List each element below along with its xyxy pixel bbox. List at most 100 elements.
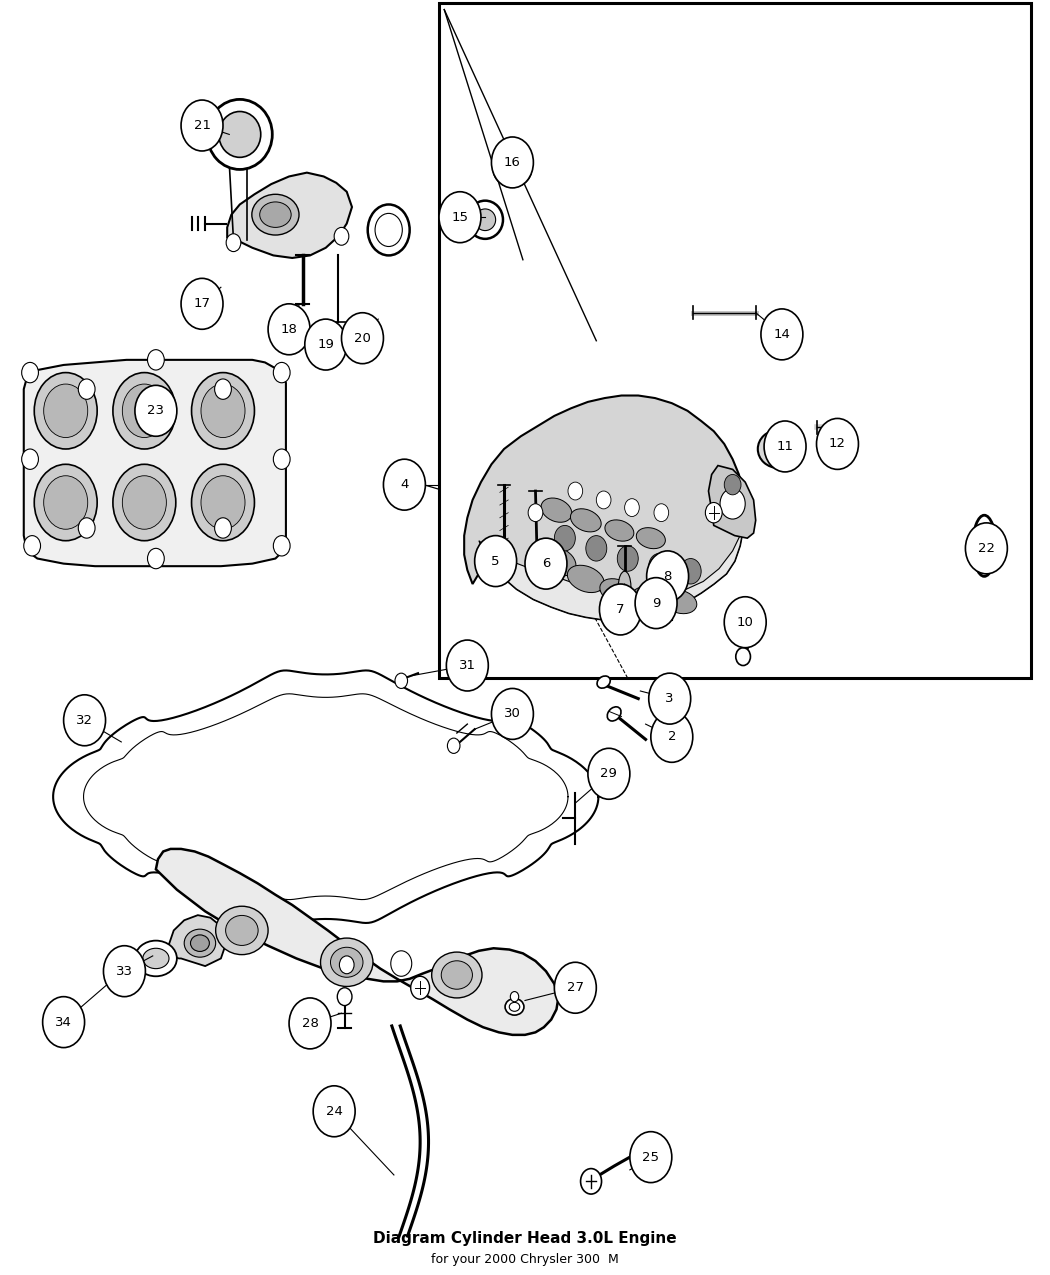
Circle shape — [965, 523, 1007, 574]
Ellipse shape — [259, 201, 291, 227]
Circle shape — [391, 951, 412, 977]
Circle shape — [337, 988, 352, 1006]
Ellipse shape — [113, 372, 175, 449]
Ellipse shape — [541, 499, 572, 523]
Ellipse shape — [123, 384, 166, 437]
Text: 34: 34 — [56, 1016, 72, 1029]
Polygon shape — [168, 915, 226, 966]
Ellipse shape — [618, 571, 631, 602]
Circle shape — [491, 136, 533, 187]
Ellipse shape — [509, 1002, 520, 1011]
Ellipse shape — [375, 213, 402, 246]
Text: 15: 15 — [452, 210, 468, 223]
Ellipse shape — [252, 194, 299, 235]
Circle shape — [104, 946, 145, 997]
Ellipse shape — [972, 515, 995, 576]
Circle shape — [596, 491, 611, 509]
Bar — [439, 4, 1031, 678]
Ellipse shape — [441, 961, 472, 989]
Ellipse shape — [607, 706, 621, 720]
Ellipse shape — [570, 509, 602, 532]
Circle shape — [411, 977, 429, 1000]
Text: 8: 8 — [664, 570, 672, 583]
Ellipse shape — [765, 437, 793, 460]
Ellipse shape — [215, 907, 268, 955]
Ellipse shape — [44, 384, 88, 437]
Ellipse shape — [134, 941, 176, 977]
Ellipse shape — [537, 546, 576, 576]
Text: 4: 4 — [400, 478, 408, 491]
Text: 9: 9 — [652, 597, 660, 609]
Ellipse shape — [226, 915, 258, 946]
Polygon shape — [227, 172, 352, 258]
Ellipse shape — [501, 158, 524, 178]
Text: Diagram Cylinder Head 3.0L Engine: Diagram Cylinder Head 3.0L Engine — [373, 1232, 677, 1246]
Text: 11: 11 — [777, 440, 794, 453]
Ellipse shape — [605, 520, 634, 541]
Circle shape — [588, 748, 630, 799]
Circle shape — [22, 449, 39, 469]
Polygon shape — [24, 360, 286, 566]
Ellipse shape — [191, 464, 254, 541]
Text: 27: 27 — [567, 982, 584, 994]
Text: 3: 3 — [666, 692, 674, 705]
Circle shape — [24, 536, 41, 556]
Text: 7: 7 — [616, 603, 625, 616]
Polygon shape — [709, 465, 756, 538]
Ellipse shape — [636, 528, 666, 548]
Ellipse shape — [113, 464, 175, 541]
Text: 32: 32 — [76, 714, 93, 727]
Circle shape — [79, 518, 96, 538]
Circle shape — [289, 998, 331, 1049]
Circle shape — [134, 385, 176, 436]
Circle shape — [214, 379, 231, 399]
Ellipse shape — [666, 552, 678, 601]
Text: 17: 17 — [193, 297, 211, 310]
Ellipse shape — [35, 464, 98, 541]
Circle shape — [43, 997, 85, 1048]
Ellipse shape — [368, 204, 410, 255]
Ellipse shape — [432, 952, 482, 998]
Circle shape — [446, 640, 488, 691]
Ellipse shape — [978, 527, 990, 565]
Ellipse shape — [505, 998, 524, 1015]
Text: 23: 23 — [147, 404, 165, 417]
Circle shape — [304, 319, 347, 370]
Ellipse shape — [494, 150, 531, 186]
Circle shape — [568, 482, 583, 500]
Circle shape — [647, 551, 689, 602]
Circle shape — [630, 1132, 672, 1183]
Text: 19: 19 — [317, 338, 334, 351]
Circle shape — [817, 418, 859, 469]
Circle shape — [447, 738, 460, 754]
Text: 25: 25 — [643, 1150, 659, 1164]
Ellipse shape — [201, 384, 245, 437]
Ellipse shape — [567, 565, 604, 593]
Polygon shape — [479, 529, 743, 620]
Circle shape — [181, 278, 223, 329]
Circle shape — [720, 488, 746, 519]
Circle shape — [181, 99, 223, 150]
Ellipse shape — [736, 648, 751, 666]
Text: 30: 30 — [504, 708, 521, 720]
Circle shape — [491, 688, 533, 739]
Circle shape — [339, 956, 354, 974]
Circle shape — [214, 518, 231, 538]
Polygon shape — [155, 849, 559, 1035]
Text: 21: 21 — [193, 119, 211, 133]
Text: 2: 2 — [668, 731, 676, 743]
Circle shape — [724, 597, 766, 648]
Circle shape — [439, 191, 481, 242]
Text: 10: 10 — [737, 616, 754, 629]
Ellipse shape — [664, 590, 697, 613]
Circle shape — [617, 546, 638, 571]
Ellipse shape — [143, 949, 169, 969]
Circle shape — [64, 695, 106, 746]
Text: 20: 20 — [354, 332, 371, 344]
Circle shape — [528, 504, 543, 521]
Ellipse shape — [218, 111, 260, 157]
Ellipse shape — [184, 929, 215, 958]
Circle shape — [635, 578, 677, 629]
Circle shape — [334, 227, 349, 245]
Circle shape — [341, 312, 383, 363]
